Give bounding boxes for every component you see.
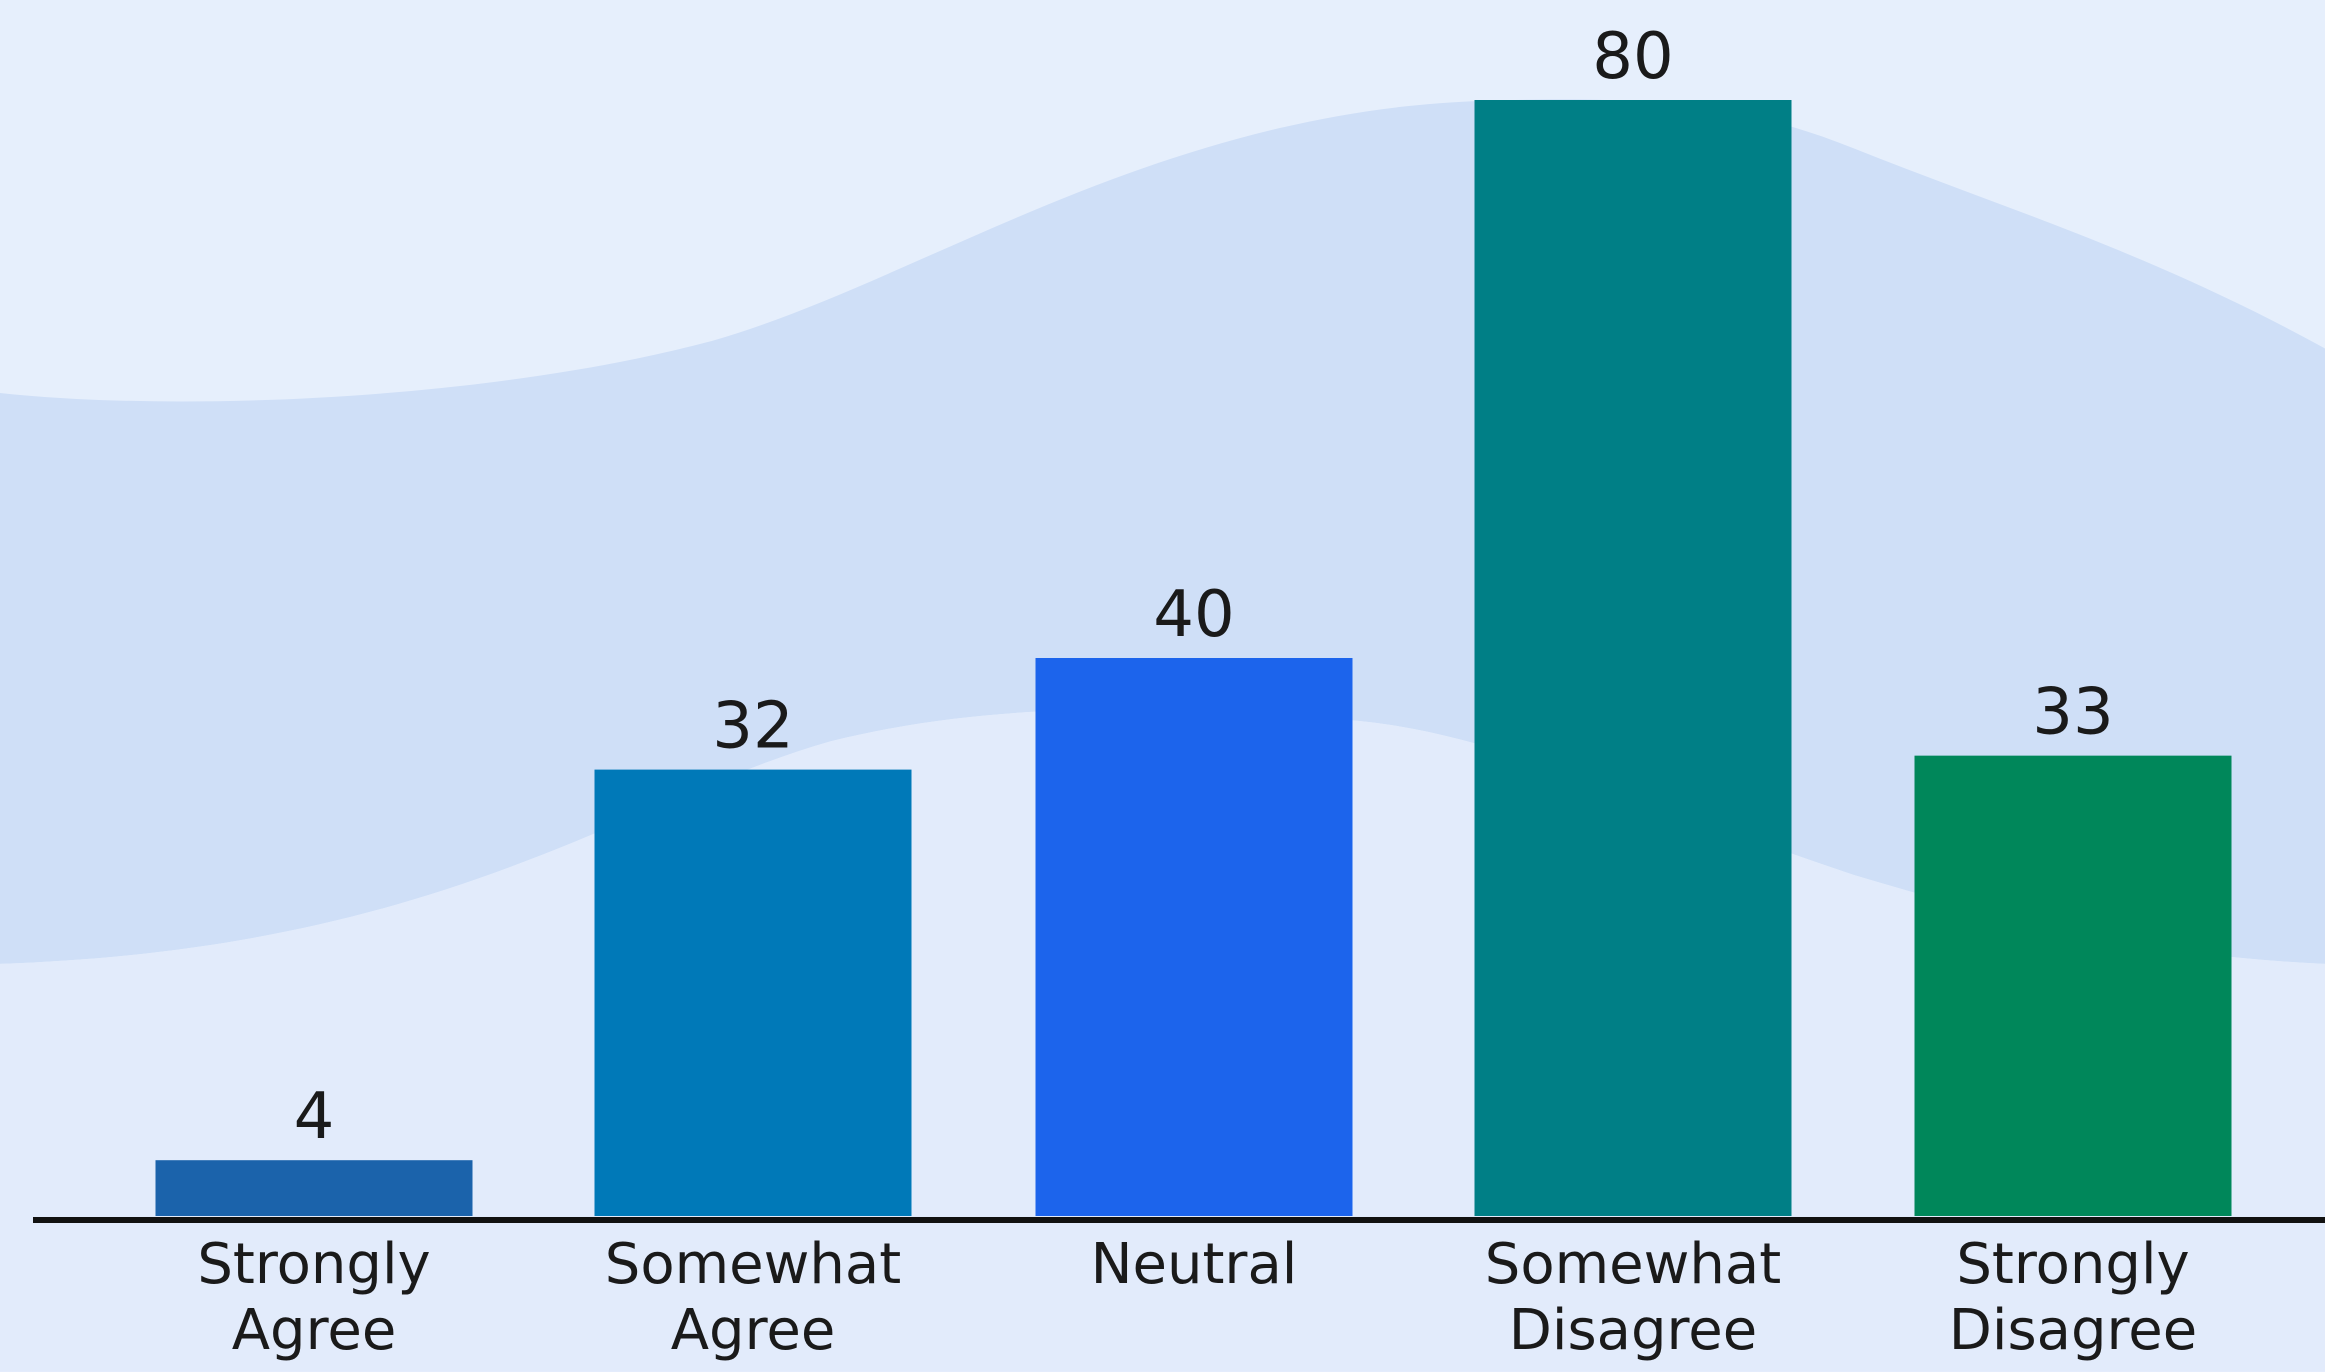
- value-label: 40: [1153, 578, 1234, 652]
- x-tick-label: Somewhat Agree: [604, 1232, 902, 1363]
- bar: [1474, 100, 1792, 1216]
- x-tick-label: Somewhat Disagree: [1484, 1232, 1782, 1363]
- bar: [1914, 755, 2232, 1216]
- value-label: 80: [1592, 20, 1673, 94]
- value-label: 4: [294, 1080, 335, 1154]
- value-label: 33: [2032, 676, 2113, 750]
- bar: [155, 1160, 473, 1216]
- x-tick-label: Strongly Disagree: [1948, 1232, 2198, 1363]
- bar: [1035, 658, 1353, 1216]
- value-label: 32: [712, 690, 793, 764]
- x-tick-label: Neutral: [1090, 1232, 1298, 1297]
- x-tick-label: Strongly Agree: [197, 1232, 431, 1363]
- bar: [594, 769, 912, 1216]
